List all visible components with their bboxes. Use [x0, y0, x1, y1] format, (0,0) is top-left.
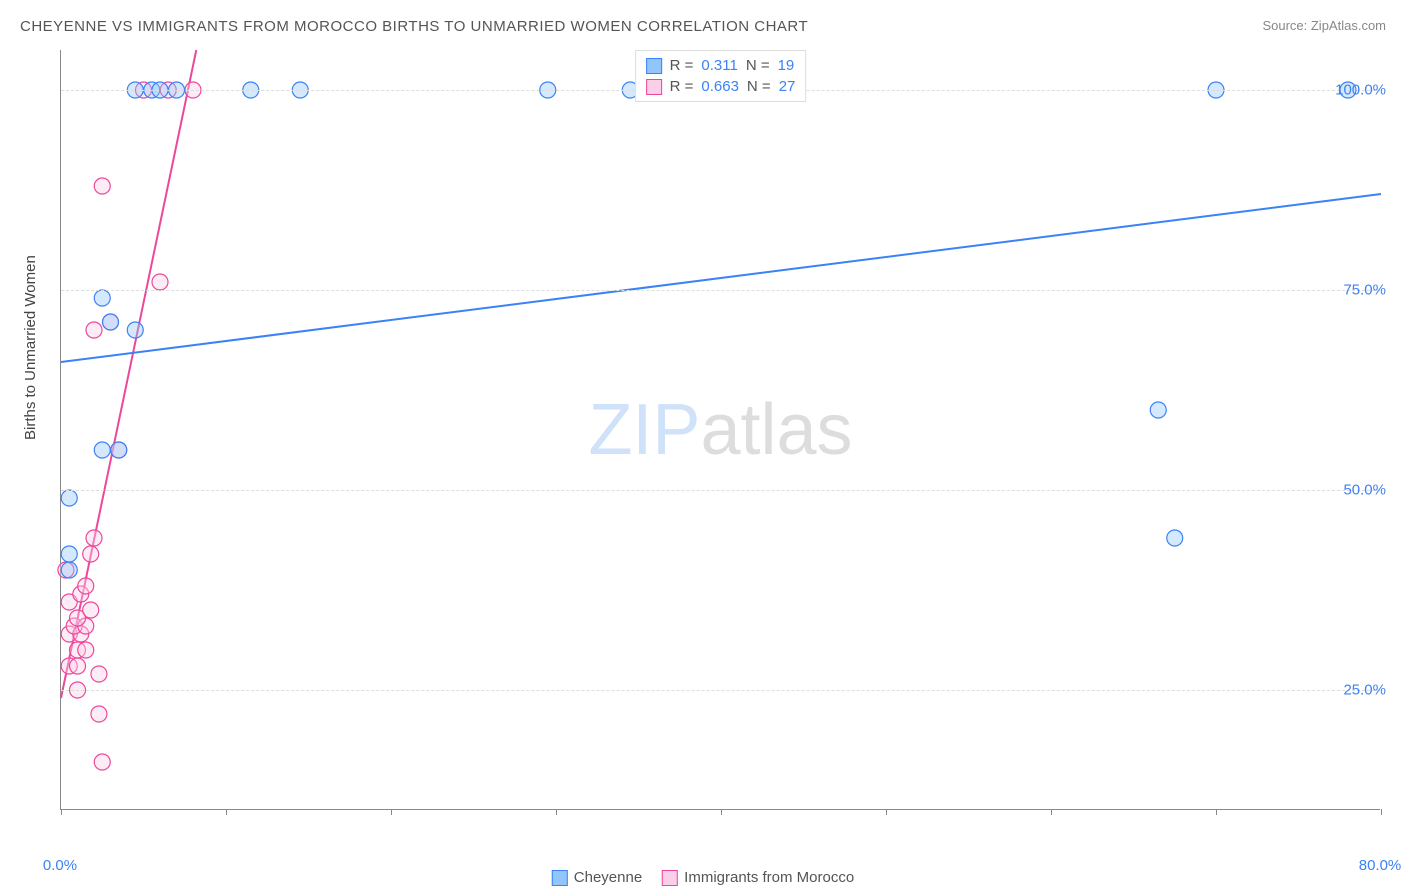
legend-r-value-1: 0.311	[701, 57, 737, 74]
legend-r-value-2: 0.663	[701, 78, 739, 95]
legend-swatch-series-1	[646, 58, 662, 74]
chart-svg	[61, 50, 1380, 809]
data-point	[1167, 530, 1183, 546]
x-tick	[1381, 809, 1382, 815]
legend-swatch-series-2	[646, 79, 662, 95]
data-point	[111, 442, 127, 458]
legend-n-value-2: 27	[779, 78, 796, 95]
data-point	[91, 706, 107, 722]
x-tick	[226, 809, 227, 815]
x-tick	[556, 809, 557, 815]
legend-row-series-2: R = 0.663 N = 27	[646, 76, 796, 97]
data-point	[78, 642, 94, 658]
legend-r-label-1: R =	[670, 57, 694, 74]
legend-bottom-swatch-1	[552, 870, 568, 886]
data-point	[94, 754, 110, 770]
data-point	[61, 546, 77, 562]
data-point	[94, 442, 110, 458]
legend-bottom-label-2: Immigrants from Morocco	[684, 869, 854, 886]
data-point	[94, 178, 110, 194]
legend-n-label-2: N =	[747, 78, 771, 95]
gridline	[61, 290, 1380, 291]
data-point	[94, 290, 110, 306]
x-tick	[61, 809, 62, 815]
legend-bottom-label-1: Cheyenne	[574, 869, 642, 886]
legend-bottom-swatch-2	[662, 870, 678, 886]
legend-bottom-item-2: Immigrants from Morocco	[662, 869, 854, 886]
legend-r-label-2: R =	[670, 78, 694, 95]
data-point	[103, 314, 119, 330]
chart-container: CHEYENNE VS IMMIGRANTS FROM MOROCCO BIRT…	[0, 0, 1406, 892]
legend-bottom-item-1: Cheyenne	[552, 869, 642, 886]
data-point	[61, 490, 77, 506]
data-point	[83, 602, 99, 618]
legend-bottom: Cheyenne Immigrants from Morocco	[552, 869, 854, 886]
trendline	[61, 194, 1381, 362]
data-point	[61, 562, 77, 578]
y-tick-label: 75.0%	[1343, 282, 1386, 299]
data-point	[78, 578, 94, 594]
data-point	[83, 546, 99, 562]
legend-n-label-1: N =	[746, 57, 770, 74]
legend-row-series-1: R = 0.311 N = 19	[646, 55, 796, 76]
chart-title: CHEYENNE VS IMMIGRANTS FROM MOROCCO BIRT…	[20, 18, 808, 35]
x-tick	[1051, 809, 1052, 815]
y-tick-label: 25.0%	[1343, 682, 1386, 699]
plot-area: ZIPatlas R = 0.311 N = 19 R = 0.663 N = …	[60, 50, 1380, 810]
x-tick	[1216, 809, 1217, 815]
data-point	[70, 658, 86, 674]
y-tick-label: 100.0%	[1335, 82, 1386, 99]
source-link[interactable]: Source: ZipAtlas.com	[1262, 18, 1386, 33]
x-tick-label: 80.0%	[1359, 857, 1402, 874]
x-tick	[721, 809, 722, 815]
data-point	[1150, 402, 1166, 418]
data-point	[86, 530, 102, 546]
legend-n-value-1: 19	[778, 57, 795, 74]
y-tick-label: 50.0%	[1343, 482, 1386, 499]
x-tick	[391, 809, 392, 815]
data-point	[91, 666, 107, 682]
x-tick	[886, 809, 887, 815]
data-point	[127, 322, 143, 338]
gridline	[61, 690, 1380, 691]
data-point	[86, 322, 102, 338]
y-axis-label: Births to Unmarried Women	[22, 255, 39, 440]
x-tick-label: 0.0%	[43, 857, 77, 874]
data-point	[152, 274, 168, 290]
gridline	[61, 490, 1380, 491]
legend-correlation: R = 0.311 N = 19 R = 0.663 N = 27	[635, 50, 807, 102]
